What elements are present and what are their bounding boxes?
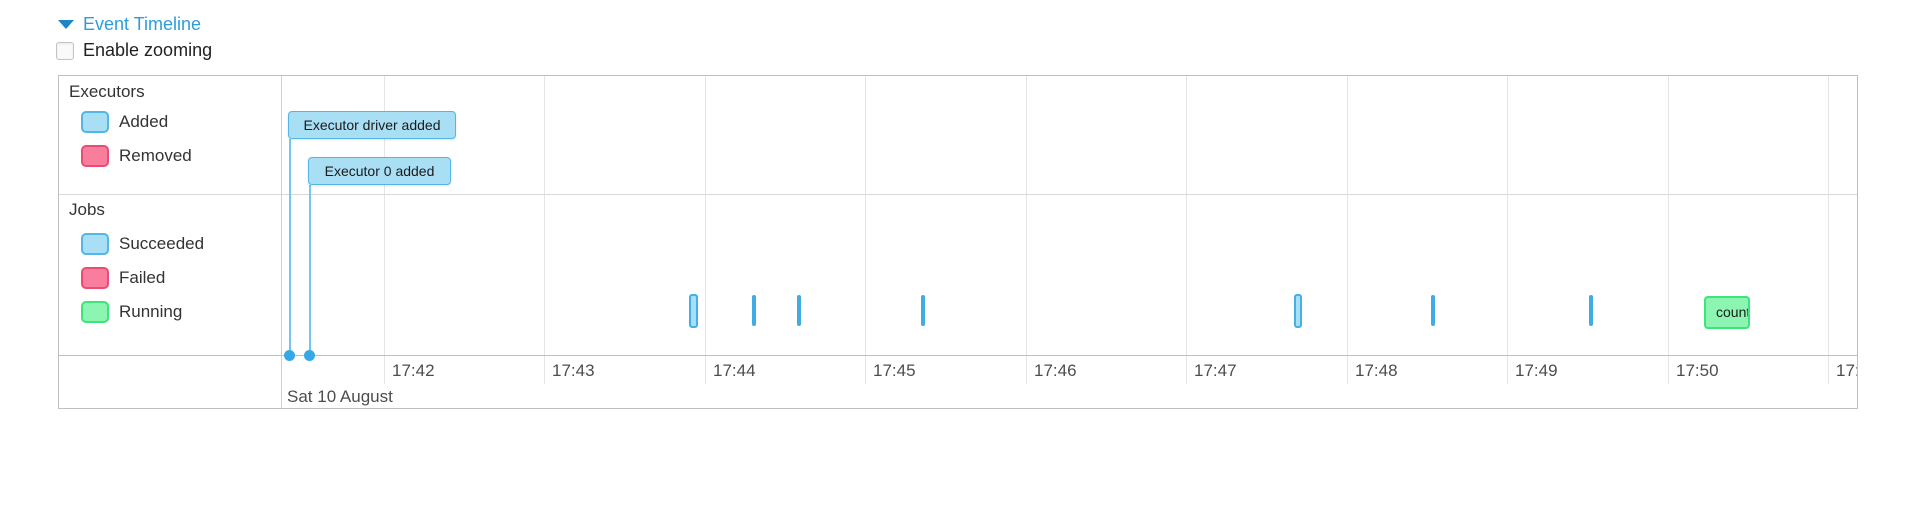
executor-item-dot xyxy=(284,350,295,361)
grid-line xyxy=(544,76,545,384)
grid-line xyxy=(1507,76,1508,384)
job-succeeded-marker[interactable] xyxy=(1294,294,1302,328)
grid-line xyxy=(865,76,866,384)
time-axis-line xyxy=(59,355,1857,356)
grid-line xyxy=(1186,76,1187,384)
event-timeline-header[interactable]: Event Timeline xyxy=(58,14,201,35)
axis-tick-label: 17:46 xyxy=(1034,361,1077,380)
legend-label: Succeeded xyxy=(119,234,205,253)
axis-tick-label: 17:47 xyxy=(1194,361,1237,380)
legend-label: Running xyxy=(119,302,183,321)
event-timeline-chart: Executors Added Removed Jobs Succeeded Failed… xyxy=(58,75,1858,409)
enable-zooming-checkbox[interactable] xyxy=(56,41,74,60)
enable-zooming-label: Enable zooming xyxy=(83,40,213,60)
job-running-item[interactable]: count xyxy=(1704,296,1750,329)
grid-line xyxy=(705,76,706,384)
legend-column-separator xyxy=(281,76,282,408)
legend-swatch-succeeded xyxy=(81,233,109,255)
executor-item-line xyxy=(289,139,291,355)
job-succeeded-marker[interactable] xyxy=(689,294,698,328)
legend-entry-failed: Failed xyxy=(81,267,165,289)
axis-tick-label: 17:45 xyxy=(873,361,916,380)
legend-swatch-removed xyxy=(81,145,109,167)
axis-tick-label: 17:51 xyxy=(1836,361,1857,380)
axis-tick-label: 17:44 xyxy=(713,361,756,380)
grid-line xyxy=(384,76,385,384)
group-row-separator xyxy=(59,194,1857,195)
job-succeeded-marker[interactable] xyxy=(1589,295,1593,326)
axis-tick-label: 17:50 xyxy=(1676,361,1719,380)
legend-swatch-added xyxy=(81,111,109,133)
job-succeeded-marker[interactable] xyxy=(921,295,925,326)
legend-entry-added: Added xyxy=(81,111,168,133)
legend-group-title-jobs: Jobs xyxy=(69,200,105,219)
grid-line xyxy=(1668,76,1669,384)
legend-entry-succeeded: Succeeded xyxy=(81,233,204,255)
timeline-legend: Executors Added Removed Jobs Succeeded Failed… xyxy=(59,76,281,408)
enable-zooming-control[interactable]: Enable zooming xyxy=(56,40,212,61)
legend-label: Added xyxy=(119,112,169,131)
job-succeeded-marker[interactable] xyxy=(1431,295,1435,326)
grid-line xyxy=(1828,76,1829,384)
legend-label: Removed xyxy=(119,146,192,165)
executor-added-item[interactable]: Executor 0 added xyxy=(308,157,451,185)
executor-added-item[interactable]: Executor driver added xyxy=(288,111,456,139)
executor-item-line xyxy=(309,185,311,355)
legend-entry-running: Running xyxy=(81,301,182,323)
legend-swatch-failed xyxy=(81,267,109,289)
page-title: Event Timeline xyxy=(83,14,202,34)
legend-group-title-executors: Executors xyxy=(69,82,145,101)
axis-tick-label: 17:49 xyxy=(1515,361,1558,380)
axis-tick-label: 17:42 xyxy=(392,361,435,380)
axis-major-label: Sat 10 August xyxy=(287,387,393,406)
job-succeeded-marker[interactable] xyxy=(797,295,801,326)
axis-tick-label: 17:43 xyxy=(552,361,595,380)
legend-label: Failed xyxy=(119,268,166,287)
legend-swatch-running xyxy=(81,301,109,323)
axis-tick-label: 17:48 xyxy=(1355,361,1398,380)
executor-item-dot xyxy=(304,350,315,361)
grid-line xyxy=(1026,76,1027,384)
job-succeeded-marker[interactable] xyxy=(752,295,756,326)
legend-entry-removed: Removed xyxy=(81,145,192,167)
grid-line xyxy=(1347,76,1348,384)
collapse-arrow-icon xyxy=(58,20,74,29)
